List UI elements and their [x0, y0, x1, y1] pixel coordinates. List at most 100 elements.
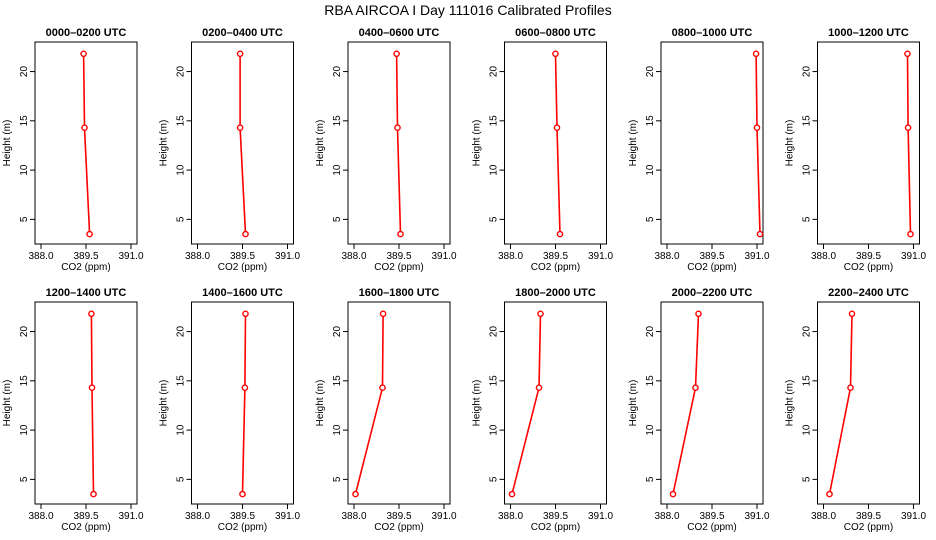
y-tick-label: 20 [802, 326, 813, 338]
data-point [81, 124, 88, 131]
x-tick-label: 388.0 [28, 251, 53, 262]
data-point [692, 384, 699, 392]
y-tick-label: 5 [19, 216, 30, 222]
y-tick-label: 20 [176, 66, 187, 78]
y-tick-label: 5 [332, 476, 343, 482]
data-point [393, 50, 400, 58]
chart-panel: 0400–0600 UTC 388.0 389.5 391.0 CO2 (ppm) 5 10… [315, 27, 457, 273]
chart-panel: 2200–2400 UTC 388.0 389.5 391.0 CO2 (ppm) 5 10… [785, 287, 927, 533]
data-point [241, 384, 249, 392]
data-point [904, 124, 912, 131]
y-tick-label: 15 [802, 115, 813, 127]
data-point [669, 490, 677, 498]
data-point [848, 310, 856, 318]
x-tick-label: 389.5 [699, 251, 724, 262]
chart-panel: 1000–1200 UTC 388.0 389.5 391.0 CO2 (ppm) 5 10… [785, 27, 927, 273]
data-point [379, 310, 387, 318]
data-point [86, 230, 93, 238]
y-axis-title: Height (m) [472, 380, 483, 427]
chart-panel: 0800–1000 UTC 388.0 389.5 391.0 CO2 (ppm) 5 10… [628, 27, 770, 273]
panel-title: 0000–0200 UTC [46, 27, 127, 39]
panel-title: 2000–2200 UTC [672, 287, 753, 299]
y-tick-label: 5 [645, 476, 656, 482]
y-tick-label: 15 [489, 115, 500, 127]
y-tick-label: 15 [332, 115, 343, 127]
y-tick-label: 15 [176, 115, 187, 127]
chart-panel: 0200–0400 UTC 388.0 389.5 391.0 CO2 (ppm) 5 10… [159, 27, 301, 273]
profile-line [672, 313, 700, 495]
x-axis-title: CO2 (ppm) [374, 262, 423, 273]
x-tick-label: 388.0 [498, 251, 523, 262]
profile-line [82, 53, 91, 235]
y-tick-label: 5 [332, 216, 343, 222]
x-axis-title: CO2 (ppm) [844, 522, 893, 533]
x-tick-label: 389.5 [386, 511, 411, 522]
y-axis-title: Height (m) [628, 380, 639, 427]
y-tick-label: 10 [19, 164, 30, 176]
profile-line [554, 53, 561, 235]
y-tick-label: 15 [19, 375, 30, 387]
y-tick-label: 5 [19, 476, 30, 482]
profile-line [511, 313, 542, 495]
plot-frame [347, 41, 451, 245]
x-axis-title: CO2 (ppm) [374, 522, 423, 533]
chart-panel: 0000–0200 UTC 388.0 389.5 391.0 CO2 (ppm) 5 10… [2, 27, 144, 273]
data-point [242, 310, 249, 318]
data-point [556, 230, 564, 238]
y-axis-title: Height (m) [2, 380, 13, 427]
x-tick-label: 389.5 [73, 251, 98, 262]
y-tick-label: 10 [645, 164, 656, 176]
profile-line [354, 313, 384, 495]
y-tick-label: 10 [489, 424, 500, 436]
x-axis-title: CO2 (ppm) [531, 262, 580, 273]
x-tick-label: 388.0 [654, 511, 679, 522]
y-tick-label: 5 [176, 216, 187, 222]
data-point [80, 50, 87, 58]
x-axis-title: CO2 (ppm) [531, 522, 580, 533]
panel-title: 1200–1400 UTC [46, 287, 127, 299]
y-tick-label: 5 [802, 216, 813, 222]
data-point [552, 50, 559, 58]
y-axis-title: Height (m) [472, 120, 483, 167]
plot-frame [347, 301, 451, 505]
data-point [394, 124, 401, 131]
y-tick-label: 10 [645, 424, 656, 436]
data-point [88, 310, 95, 318]
chart-panel: 1600–1800 UTC 388.0 389.5 391.0 CO2 (ppm) 5 10… [315, 287, 457, 533]
y-tick-label: 20 [802, 66, 813, 78]
y-tick-label: 20 [645, 66, 656, 78]
y-tick-label: 15 [645, 115, 656, 127]
panel-title: 1800–2000 UTC [515, 287, 596, 299]
data-point [752, 50, 760, 58]
data-point [753, 124, 761, 131]
x-tick-label: 388.0 [341, 251, 366, 262]
x-axis-title: CO2 (ppm) [61, 262, 110, 273]
y-tick-label: 15 [802, 375, 813, 387]
x-tick-label: 391.0 [431, 511, 456, 522]
x-tick-label: 388.0 [185, 511, 210, 522]
y-tick-label: 15 [332, 375, 343, 387]
y-tick-label: 10 [176, 424, 187, 436]
y-tick-label: 20 [489, 66, 500, 78]
y-tick-label: 5 [176, 476, 187, 482]
profile-line [241, 313, 247, 495]
panel-title: 1600–1800 UTC [359, 287, 440, 299]
x-axis-title: CO2 (ppm) [687, 262, 736, 273]
profile-line [906, 53, 912, 235]
panel-title: 0200–0400 UTC [202, 27, 283, 39]
y-tick-label: 15 [489, 375, 500, 387]
chart-panel: 0600–0800 UTC 388.0 389.5 391.0 CO2 (ppm) 5 10… [472, 27, 614, 273]
y-tick-label: 5 [489, 476, 500, 482]
chart-panel: 2000–2200 UTC 388.0 389.5 391.0 CO2 (ppm) 5 10… [628, 287, 770, 533]
y-tick-label: 10 [19, 424, 30, 436]
y-axis-title: Height (m) [2, 120, 13, 167]
x-tick-label: 388.0 [811, 511, 836, 522]
x-axis-title: CO2 (ppm) [687, 522, 736, 533]
x-tick-label: 389.5 [230, 251, 255, 262]
y-tick-label: 20 [19, 326, 30, 338]
x-tick-label: 391.0 [744, 251, 769, 262]
data-point [695, 310, 702, 318]
profile-line [755, 53, 761, 235]
y-axis-title: Height (m) [628, 120, 639, 167]
